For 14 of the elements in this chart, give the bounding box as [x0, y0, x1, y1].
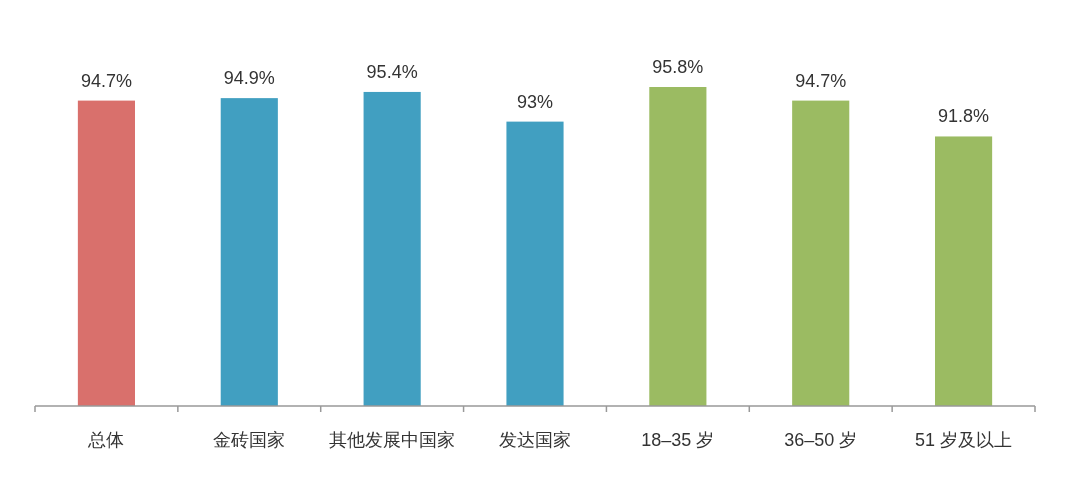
- x-tick-label: 36–50 岁: [784, 430, 858, 450]
- x-tick-label: 其他发展中国家: [329, 430, 456, 450]
- data-label: 93%: [516, 91, 554, 112]
- data-label: 91.8%: [938, 106, 990, 127]
- data-label: 94.9%: [223, 68, 275, 89]
- data-label: 94.7%: [80, 70, 132, 91]
- x-tick-label: 51 岁及以上: [915, 430, 1013, 450]
- data-label: 95.8%: [652, 57, 704, 77]
- x-tick-label: 18–35 岁: [641, 430, 715, 450]
- data-label: 94.7%: [795, 70, 847, 91]
- x-tick-label: 总体: [87, 430, 125, 450]
- x-tick-label: 金砖国家: [213, 430, 286, 450]
- data-label: 95.4%: [366, 61, 418, 82]
- x-tick-label: 发达国家: [499, 430, 571, 450]
